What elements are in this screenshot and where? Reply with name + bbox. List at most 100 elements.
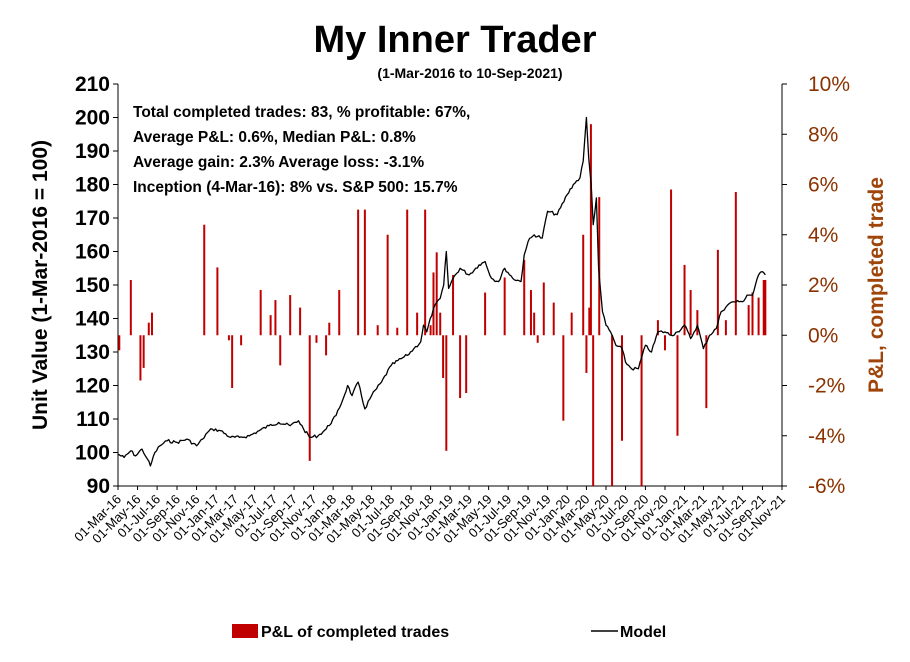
pnl-bar xyxy=(216,267,219,336)
pnl-bar xyxy=(274,300,277,336)
right-tick-label: 6% xyxy=(808,174,838,197)
right-axis-label: P&L, completed trade xyxy=(865,177,888,393)
left-tick-label: 140 xyxy=(75,308,110,331)
pnl-bar xyxy=(325,335,328,356)
pnl-bar xyxy=(279,335,282,366)
left-tick-label: 170 xyxy=(75,207,110,230)
pnl-bar xyxy=(231,335,234,389)
right-tick-label: -2% xyxy=(808,375,845,398)
pnl-bar xyxy=(227,335,230,341)
left-tick-label: 160 xyxy=(75,241,110,264)
pnl-bar xyxy=(670,189,673,336)
pnl-bar xyxy=(203,224,206,336)
pnl-bar xyxy=(396,327,399,336)
pnl-bar xyxy=(435,252,438,336)
pnl-bar xyxy=(764,279,767,336)
pnl-bar xyxy=(570,312,573,336)
pnl-bar xyxy=(716,249,719,336)
stat-line-1: Total completed trades: 83, % profitable… xyxy=(133,104,470,121)
pnl-bar xyxy=(315,335,318,343)
pnl-bar xyxy=(589,124,592,336)
pnl-bar xyxy=(676,335,679,436)
pnl-bar xyxy=(552,302,555,336)
pnl-bar xyxy=(269,315,272,336)
pnl-bar xyxy=(129,279,132,336)
pnl-bar xyxy=(536,335,539,343)
pnl-bar xyxy=(442,335,445,378)
right-tick-label: 10% xyxy=(808,73,850,96)
right-axis-ticks: 10% 8% 6% 4% 2% 0% -2% -4% -6% xyxy=(782,73,850,498)
stat-line-2: Average P&L: 0.6%, Median P&L: 0.8% xyxy=(133,129,416,146)
pnl-bar xyxy=(142,335,145,368)
pnl-bar xyxy=(696,310,699,336)
legend-label-bars: P&L of completed trades xyxy=(261,624,449,641)
pnl-bar xyxy=(762,279,765,336)
stat-line-4: Inception (4-Mar-16): 8% vs. S&P 500: 15… xyxy=(133,179,458,196)
stats-annotation: Total completed trades: 83, % profitable… xyxy=(133,104,470,196)
pnl-bar xyxy=(439,312,442,336)
left-axis-label: Unit Value (1-Mar-2016 = 100) xyxy=(29,140,52,430)
pnl-bar xyxy=(363,209,366,336)
left-tick-label: 90 xyxy=(87,475,110,498)
pnl-bar xyxy=(376,325,379,336)
left-tick-label: 120 xyxy=(75,375,110,398)
pnl-bar xyxy=(656,320,659,336)
pnl-bar xyxy=(640,335,643,486)
pnl-bar xyxy=(452,274,455,336)
pnl-bar xyxy=(406,209,409,336)
pnl-bar xyxy=(533,312,536,336)
pnl-bar xyxy=(445,335,448,451)
pnl-bar xyxy=(757,297,760,336)
left-axis-ticks: 210 200 190 180 170 160 150 140 130 120 110 100 90 xyxy=(75,73,118,498)
stat-line-3: Average gain: 2.3% Average loss: -3.1% xyxy=(133,154,424,171)
pnl-bar xyxy=(705,335,708,409)
pnl-bar xyxy=(328,322,331,336)
pnl-bar xyxy=(386,234,389,336)
left-tick-label: 200 xyxy=(75,107,110,130)
right-tick-label: 4% xyxy=(808,224,838,247)
pnl-bar xyxy=(357,209,360,336)
left-tick-label: 180 xyxy=(75,174,110,197)
pnl-bar xyxy=(459,335,462,399)
pnl-bar xyxy=(429,325,432,336)
model-line xyxy=(117,116,766,467)
pnl-bar xyxy=(582,234,585,336)
left-tick-label: 130 xyxy=(75,341,110,364)
pnl-bar xyxy=(585,335,588,373)
pnl-bar xyxy=(724,320,727,336)
pnl-bar xyxy=(416,312,419,336)
left-tick-label: 110 xyxy=(76,408,110,431)
pnl-bar xyxy=(240,335,243,346)
pnl-bar xyxy=(734,192,737,336)
pnl-bar xyxy=(588,307,591,336)
pnl-bar xyxy=(259,290,262,336)
pnl-bar xyxy=(484,292,487,336)
pnl-bar xyxy=(689,290,692,336)
pnl-bar xyxy=(683,264,686,336)
right-tick-label: -4% xyxy=(808,425,845,448)
chart-title: My Inner Trader xyxy=(314,19,597,61)
pnl-bar xyxy=(147,322,150,336)
legend: P&L of completed trades Model xyxy=(232,624,666,641)
legend-swatch-bars xyxy=(232,624,258,638)
pnl-bar xyxy=(139,335,142,381)
pnl-bar xyxy=(562,335,565,421)
left-tick-label: 190 xyxy=(75,140,110,163)
pnl-bar xyxy=(338,290,341,336)
right-tick-label: 8% xyxy=(808,123,838,146)
left-tick-label: 100 xyxy=(75,442,110,465)
pnl-bar xyxy=(611,335,614,486)
pnl-bar xyxy=(118,335,121,351)
pnl-bar xyxy=(751,292,754,336)
left-tick-label: 210 xyxy=(75,73,110,96)
pnl-bar xyxy=(663,335,666,351)
chart-subtitle: (1-Mar-2016 to 10-Sep-2021) xyxy=(377,65,562,81)
pnl-bar xyxy=(529,290,532,336)
pnl-bar xyxy=(308,335,311,461)
pnl-bar xyxy=(747,305,750,336)
pnl-bar xyxy=(299,307,302,336)
pnl-bar xyxy=(598,197,601,336)
pnl-bar xyxy=(150,312,153,336)
